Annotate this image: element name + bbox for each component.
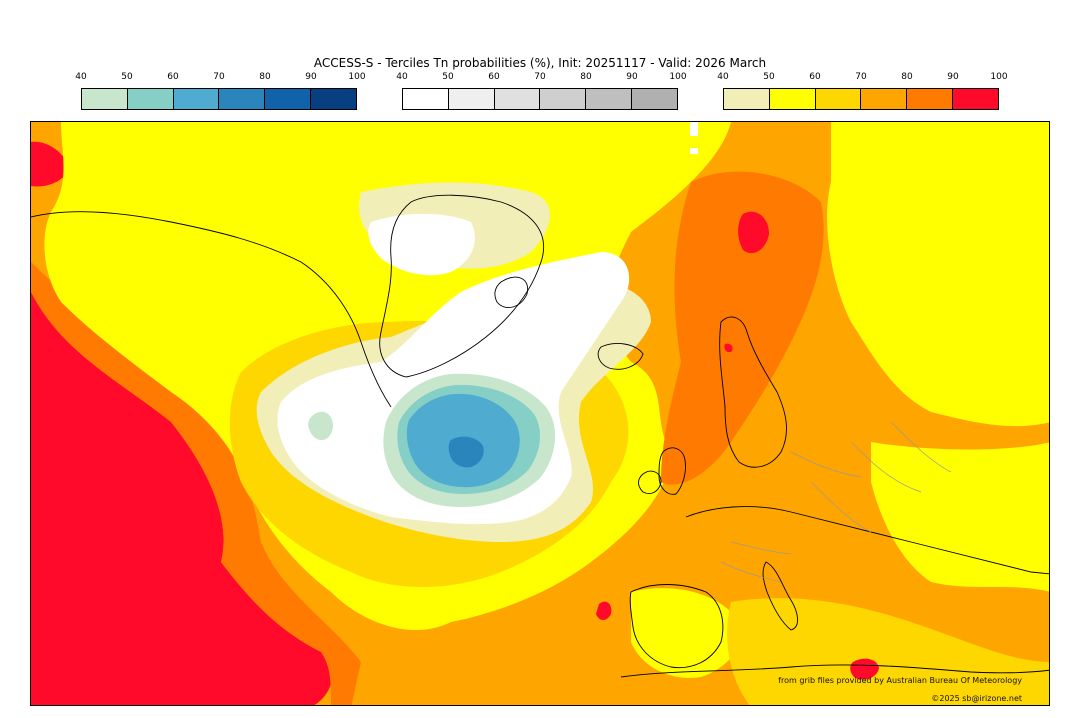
legend-tick-label: 60 <box>809 72 821 82</box>
coast-italy <box>762 561 798 631</box>
legend-swatch <box>403 89 449 109</box>
field-gold-south <box>727 598 1049 705</box>
legend-swatch <box>173 89 220 109</box>
legend-above-normal: 40 50 60 70 80 90 100 <box>717 72 1008 112</box>
legend-swatch <box>448 89 495 109</box>
legend-tick-label: 50 <box>442 72 454 82</box>
coastlines <box>31 194 1049 678</box>
legend-swatch <box>82 89 128 109</box>
legend-tick-label: 50 <box>121 72 133 82</box>
field-red-northwest <box>31 141 69 187</box>
legend-tick-label: 80 <box>901 72 913 82</box>
legend-swatch <box>265 89 312 109</box>
legend-tick-label: 70 <box>855 72 867 82</box>
legend-tick-label: 40 <box>717 72 729 82</box>
map-canvas <box>31 122 1049 705</box>
field-red-west-atlantic <box>31 292 332 705</box>
legend-swatch <box>127 89 174 109</box>
coast-greenland <box>379 194 545 378</box>
coast-uk <box>658 447 686 495</box>
legend-swatch <box>494 89 541 109</box>
legend-tick-label: 70 <box>534 72 546 82</box>
coast-svalbard <box>494 276 529 309</box>
legend-tick-label: 100 <box>669 72 687 82</box>
field-white-strip-2 <box>690 148 698 154</box>
legend-tick-label: 70 <box>213 72 225 82</box>
coast-north-africa <box>620 664 1049 678</box>
field-red-mediterranean <box>596 601 612 620</box>
legend-swatch <box>907 89 954 109</box>
legend-color-bar <box>81 88 357 110</box>
credit-copyright: ©2025 sb@irizone.net <box>931 694 1022 703</box>
legend-tick-label: 80 <box>580 72 592 82</box>
legend-tick-label: 90 <box>947 72 959 82</box>
legend-tick-label: 80 <box>259 72 271 82</box>
legend-swatch <box>724 89 770 109</box>
legend-swatch <box>861 89 908 109</box>
legend-near-normal: 40 50 60 70 80 90 100 <box>396 72 687 112</box>
legend-swatch <box>586 89 633 109</box>
legend-ticks: 40 50 60 70 80 90 100 <box>396 72 686 84</box>
coast-iceland <box>597 343 644 370</box>
border-central-europe <box>720 541 792 583</box>
legend-tick-label: 60 <box>167 72 179 82</box>
border-east-europe <box>790 421 952 533</box>
legend-swatch <box>311 89 356 109</box>
country-borders <box>720 421 952 583</box>
field-white-strip <box>690 122 698 136</box>
legend-swatch <box>769 89 816 109</box>
legend-swatch <box>632 89 677 109</box>
legend-ticks: 40 50 60 70 80 90 100 <box>717 72 1007 84</box>
field-yellow-southeast <box>871 442 1049 592</box>
legend-tick-label: 50 <box>763 72 775 82</box>
legend-ticks: 40 50 60 70 80 90 100 <box>75 72 365 84</box>
coast-europe <box>629 506 1049 669</box>
legend-tick-label: 40 <box>396 72 408 82</box>
legend-swatch <box>540 89 587 109</box>
legend-color-bar <box>402 88 678 110</box>
legend-tick-label: 100 <box>990 72 1008 82</box>
coast-ireland <box>638 470 662 494</box>
coast-scandinavia <box>719 316 787 468</box>
legend-below-normal: 40 50 60 70 80 90 100 <box>75 72 366 112</box>
coast-canada <box>31 211 392 408</box>
field-teal-west <box>308 411 333 441</box>
legend-tick-label: 60 <box>488 72 500 82</box>
field-yellow-iberia <box>631 588 740 678</box>
legend-tick-label: 90 <box>305 72 317 82</box>
field-darkorange-scandinavia <box>661 171 824 485</box>
legend-color-bar <box>723 88 999 110</box>
field-white-greenland <box>368 213 475 276</box>
field-red-scandinavia <box>738 211 769 254</box>
field-darkorange-west <box>31 262 361 705</box>
probability-map <box>30 121 1050 706</box>
map-title: ACCESS-S - Terciles Tn probabilities (%)… <box>313 56 767 70</box>
legend-tick-label: 90 <box>626 72 638 82</box>
legend-tick-label: 40 <box>75 72 87 82</box>
field-blue-core <box>448 436 484 468</box>
legend-swatch <box>219 89 266 109</box>
field-yellow-northeast <box>827 122 1049 427</box>
legend-swatch <box>953 89 998 109</box>
legend-tick-label: 100 <box>348 72 366 82</box>
field-red-south <box>850 658 879 680</box>
field-red-baltic <box>724 343 733 353</box>
legend-swatch <box>815 89 862 109</box>
credit-source: from grib files provided by Australian B… <box>778 676 1022 685</box>
